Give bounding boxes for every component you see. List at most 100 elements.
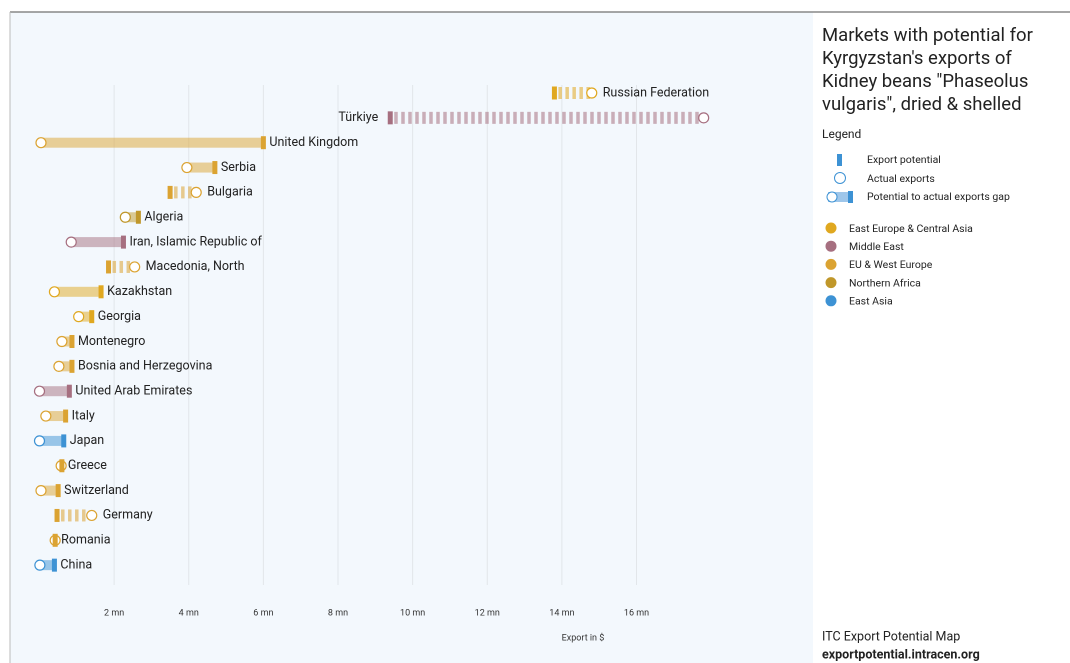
export-potential	[61, 434, 67, 448]
x-tick-label: 10 mn	[400, 608, 425, 618]
market-label: Türkiye	[338, 110, 378, 125]
market-label: China	[60, 557, 92, 572]
gap-dash	[555, 111, 559, 124]
gap-dash	[478, 111, 482, 124]
gap-dash	[61, 509, 65, 522]
gap-dash	[569, 111, 573, 124]
gap-dash	[394, 111, 398, 124]
gap-dash	[464, 111, 468, 124]
gap-dash	[126, 260, 131, 273]
gap-band	[39, 386, 70, 397]
gap-dash	[534, 111, 538, 124]
export-potential	[551, 86, 557, 100]
export-potential	[69, 335, 75, 348]
legend-swatch	[825, 240, 837, 252]
gap-band	[78, 311, 92, 322]
gap-dash	[688, 111, 692, 124]
gap-dash	[681, 111, 685, 124]
gap-dash	[68, 509, 72, 522]
gap-dash	[590, 111, 594, 124]
x-tick-label: 12 mn	[475, 608, 500, 618]
gap-dash	[443, 111, 447, 124]
title: Markets with potential for Kyrgyzstan's …	[822, 24, 1033, 115]
export-potential	[51, 558, 57, 572]
gap-dash	[436, 111, 440, 124]
export-potential	[55, 484, 61, 498]
actual-exports	[65, 236, 77, 248]
market-label: Algeria	[144, 210, 183, 225]
export-potential	[52, 533, 58, 547]
legend-label: Actual exports	[867, 172, 935, 185]
gap-dash	[429, 111, 433, 124]
gap-dash	[112, 260, 117, 273]
x-axis-label: Export in $	[562, 632, 605, 643]
gap-dash	[646, 111, 650, 124]
legend-swatch	[825, 295, 837, 307]
market-label: Romania	[61, 533, 111, 548]
legend-label: Export potential	[867, 153, 941, 166]
market-label: Serbia	[221, 160, 256, 175]
gap-dash	[492, 111, 496, 124]
gap-dashes	[394, 111, 699, 124]
gap-dash	[576, 111, 580, 124]
gap-dash	[618, 111, 622, 124]
actual-exports	[586, 87, 598, 99]
gap-dash	[422, 111, 426, 124]
export-potential	[63, 409, 69, 423]
legend-label: East Europe & Central Asia	[849, 222, 973, 235]
gap-band	[39, 435, 64, 446]
actual-exports	[48, 286, 61, 298]
market-label: Germany	[103, 508, 153, 523]
legend-icon	[826, 191, 838, 203]
gap-dash	[604, 111, 608, 124]
actual-exports	[698, 112, 710, 124]
actual-exports	[86, 509, 98, 522]
export-potential	[120, 235, 126, 249]
gap-dashes	[112, 260, 131, 273]
gap-dash	[565, 87, 569, 99]
export-potential	[135, 210, 141, 224]
market-label: Bulgaria	[207, 185, 253, 200]
market-label: United Kingdom	[269, 135, 358, 150]
x-tick-label: 14 mn	[549, 608, 574, 618]
gap-dash	[499, 111, 503, 124]
gap-dash	[562, 111, 566, 124]
export-potential	[98, 285, 104, 299]
gap-dash	[625, 111, 629, 124]
legend-label: Middle East	[849, 240, 904, 253]
market-label: Montenegro	[78, 334, 145, 349]
gap-dash	[572, 87, 576, 99]
gap-dashes	[174, 186, 192, 199]
gap-dash	[450, 111, 454, 124]
legend-label: Northern Africa	[849, 276, 921, 289]
actual-exports	[119, 211, 131, 223]
actual-exports	[35, 137, 47, 149]
market-label: Italy	[72, 408, 95, 423]
gap-band	[45, 411, 66, 422]
gap-band	[71, 237, 124, 248]
gap-band	[125, 212, 139, 223]
gap-dash	[471, 111, 475, 124]
gap-dash	[188, 186, 192, 199]
gap-dash	[457, 111, 461, 124]
market-label: Kazakhstan	[107, 284, 172, 299]
export-potential	[54, 508, 60, 522]
gap-dash	[583, 111, 587, 124]
gap-band	[54, 286, 102, 297]
x-tick-label: 4 mn	[179, 608, 199, 618]
legend-icon	[828, 192, 848, 202]
market-label: Greece	[68, 458, 107, 473]
gap-dash	[558, 87, 562, 99]
legend-label: East Asia	[849, 295, 893, 308]
export-potential	[89, 310, 95, 324]
export-potential	[66, 384, 72, 398]
footer-source: ITC Export Potential Map	[822, 629, 960, 644]
gap-band	[40, 137, 264, 148]
legend-icon	[837, 154, 842, 166]
legend-label: EU & West Europe	[849, 258, 933, 271]
gap-dash	[506, 111, 510, 124]
x-tick-label: 16 mn	[624, 608, 649, 618]
gap-dash	[520, 111, 524, 124]
